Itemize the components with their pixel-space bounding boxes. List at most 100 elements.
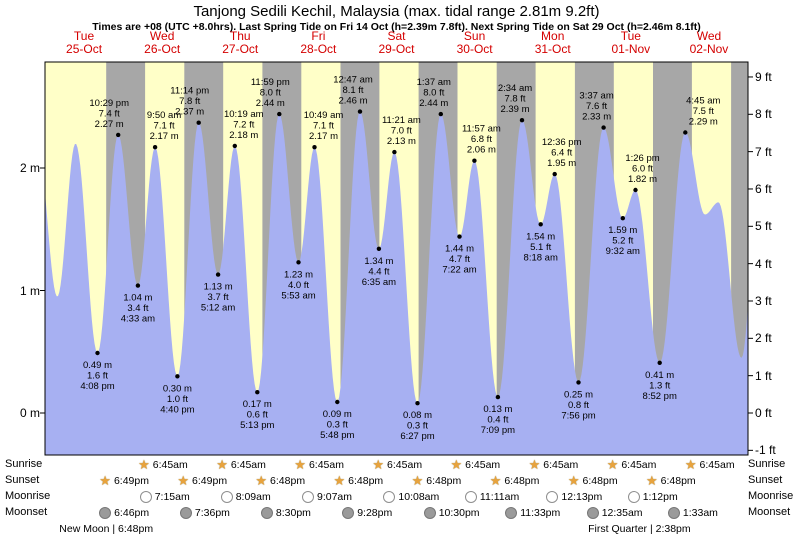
sunset-time: 6:48pm: [582, 474, 618, 487]
moon-phase-label: New Moon | 6:48pm: [59, 523, 154, 535]
day-of-week: Sat: [387, 29, 406, 43]
tide-extreme-dot: [683, 130, 688, 135]
sun-star-icon: ★: [333, 473, 346, 488]
tide-annotation: 1.59 m: [608, 225, 637, 236]
tide-annotation: 2.39 m: [500, 104, 529, 115]
tide-extreme-dot: [620, 216, 625, 221]
tide-annotation: 8.0 ft: [260, 88, 281, 99]
sunset-row-label-right: Sunset: [748, 474, 783, 486]
moon-dark-icon: [179, 506, 192, 519]
tide-annotation: 1.13 m: [204, 282, 233, 293]
tide-annotation: 1.54 m: [526, 231, 555, 242]
moonset-marker: 9:28pm: [342, 505, 392, 520]
day-label: Wed 26-Oct: [123, 30, 201, 56]
tide-annotation: 1.82 m: [628, 174, 657, 185]
tide-annotation: 8.0 ft: [423, 88, 444, 99]
tide-annotation: 2.17 m: [150, 131, 179, 142]
sunrise-marker: ★ 6:45am: [216, 457, 266, 472]
tide-annotation: 2.44 m: [419, 98, 448, 109]
sun-star-icon: ★: [216, 457, 228, 472]
tide-annotation: 3:37 am: [579, 91, 613, 102]
moonrise-marker: 12:13pm: [546, 489, 602, 504]
sunrise-marker: ★ 6:45am: [607, 457, 657, 472]
sun-star-icon: ★: [372, 457, 385, 472]
tide-extreme-dot: [95, 350, 100, 356]
tide-annotation: 7.1 ft: [313, 121, 334, 132]
moon-light-icon: [464, 490, 477, 503]
day-date: 02-Nov: [689, 42, 729, 56]
moon-phase-label: First Quarter | 2:38pm: [588, 523, 691, 535]
moon-dark-icon: [260, 506, 273, 519]
sunrise-time: 6:45am: [699, 458, 735, 471]
day-of-week: Mon: [541, 29, 565, 43]
tide-area: [45, 111, 748, 455]
moonrise-time: 8:09am: [235, 490, 271, 503]
tide-annotation: 0.3 ft: [407, 421, 428, 432]
y-axis-label-right: 2 ft: [755, 331, 772, 346]
y-axis-label-right: 0 ft: [755, 406, 772, 420]
tide-annotation: 10:19 am: [224, 109, 264, 120]
moonrise-marker: 11:11am: [464, 489, 520, 504]
y-axis-label-left: 1 m: [19, 283, 40, 298]
sun-star-icon: ★: [255, 473, 268, 488]
tide-annotation: 2.13 m: [387, 136, 416, 147]
sun-star-icon: ★: [567, 473, 580, 488]
y-axis-label-left: 2 m: [19, 161, 40, 175]
sun-star-icon: ★: [294, 457, 306, 472]
moonset-marker: 6:46pm: [99, 505, 149, 520]
moonrise-time: 11:11am: [479, 490, 520, 503]
page-title: Tanjong Sedili Kechil, Malaysia (max. ti…: [193, 3, 600, 20]
sunrise-marker: ★ 6:45am: [529, 457, 579, 472]
sunset-marker: ★ 6:48pm: [255, 473, 305, 488]
moonrise-marker: 1:12pm: [627, 489, 678, 504]
tide-annotation: 7.5 ft: [693, 106, 714, 117]
day-date: 30-Oct: [456, 42, 493, 56]
tide-annotation: 7:56 pm: [561, 410, 595, 421]
day-of-week: Thu: [229, 29, 251, 43]
day-of-week: Sun: [463, 29, 486, 43]
sunset-marker: ★ 6:49pm: [99, 473, 149, 488]
moon-dark-icon: [505, 506, 518, 519]
tide-extreme-dot: [357, 109, 363, 114]
moon-light-icon: [383, 490, 396, 503]
tide-annotation: 8:18 am: [524, 252, 558, 263]
sunset-marker: ★ 6:49pm: [177, 473, 227, 488]
tide-annotation: 2.27 m: [95, 119, 124, 130]
tide-annotation: 7:22 am: [442, 265, 476, 276]
tide-annotation: 7.6 ft: [586, 101, 607, 112]
sunrise-marker: ★ 6:45am: [294, 457, 344, 472]
tide-extreme-dot: [255, 390, 260, 395]
moonset-marker: 1:33am: [667, 505, 718, 520]
day-label: Fri 28-Oct: [279, 30, 357, 56]
y-axis-label-left: 0 m: [19, 406, 40, 420]
tide-extreme-dot: [538, 222, 543, 227]
moonset-time: 12:35am: [601, 506, 643, 519]
tide-annotation: 9:32 am: [606, 246, 640, 257]
sunrise-time: 6:45am: [621, 458, 657, 471]
moon-light-icon: [302, 490, 314, 503]
tide-extreme-dot: [519, 118, 525, 123]
moonset-time: 11:33pm: [520, 506, 561, 519]
tide-extreme-dot: [495, 394, 501, 400]
tide-extreme-dot: [438, 111, 443, 117]
moonset-time: 1:33am: [682, 506, 718, 519]
tide-annotation: 4.0 ft: [288, 280, 309, 291]
tide-annotation: 5.2 ft: [612, 236, 633, 247]
tide-annotation: 4.7 ft: [449, 254, 470, 265]
sunrise-marker: ★ 6:45am: [451, 457, 501, 472]
moonset-marker: 10:30pm: [423, 505, 480, 520]
tide-annotation: 1.6 ft: [87, 371, 108, 382]
tide-annotation: 5:53 am: [281, 290, 315, 301]
day-date: 29-Oct: [378, 42, 415, 56]
tide-annotation: 2.44 m: [256, 98, 285, 109]
tide-annotation: 0.17 m: [243, 399, 272, 410]
tide-annotation: 7.8 ft: [504, 94, 525, 105]
sunrise-marker: ★ 6:45am: [685, 457, 735, 472]
tide-annotation: 1.34 m: [364, 256, 393, 267]
tide-annotation: 0.09 m: [323, 409, 352, 420]
sunrise-marker: ★ 6:45am: [372, 457, 422, 472]
tide-annotation: 1:37 am: [417, 77, 451, 88]
moonset-time: 10:30pm: [438, 506, 480, 519]
tide-annotation: 11:57 am: [462, 124, 501, 135]
